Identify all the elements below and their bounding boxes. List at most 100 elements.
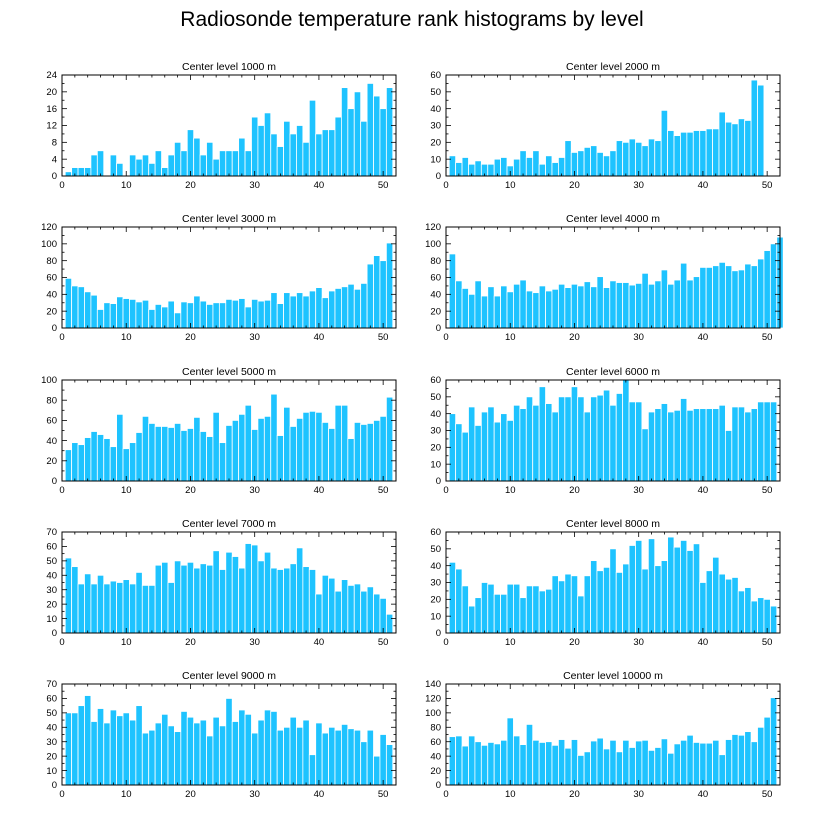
bar — [129, 154, 137, 177]
bar — [635, 141, 643, 177]
bar — [109, 303, 117, 329]
bar — [506, 583, 514, 634]
y-tick-label: 60 — [46, 542, 57, 553]
bar — [525, 585, 534, 634]
bar — [750, 408, 758, 482]
bar — [71, 712, 79, 786]
y-tick-label: 40 — [46, 290, 57, 301]
bar — [692, 742, 701, 786]
y-tick-label: 24 — [46, 70, 57, 81]
bar — [308, 569, 317, 634]
bar — [321, 297, 329, 329]
bar — [225, 698, 233, 786]
bar — [360, 120, 368, 177]
bar — [506, 717, 514, 786]
bar — [289, 133, 297, 177]
bar — [654, 408, 662, 482]
bar — [692, 408, 701, 482]
bar — [596, 394, 604, 482]
bar — [218, 150, 227, 177]
bar — [628, 401, 636, 482]
bar — [750, 600, 758, 634]
bar — [577, 755, 585, 786]
bar — [302, 566, 310, 634]
y-tick-label: 100 — [425, 239, 441, 250]
bar — [725, 121, 733, 177]
x-tick-label: 10 — [505, 180, 516, 191]
x-tick-label: 0 — [59, 485, 64, 496]
y-tick-label: 0 — [436, 171, 441, 182]
bar — [474, 425, 482, 482]
bar — [545, 155, 553, 177]
bar — [251, 544, 259, 634]
bar — [551, 411, 559, 482]
bar — [493, 295, 501, 329]
y-tick-label: 12 — [46, 121, 57, 132]
bar — [628, 545, 636, 634]
bar — [480, 411, 489, 482]
bar — [193, 722, 201, 786]
bar — [373, 593, 381, 634]
bar — [379, 597, 387, 634]
bar — [731, 123, 739, 177]
panel-7: Center level 7000 m 0 10 20 30 40 50 0 10 20 30 40 5… — [46, 518, 397, 648]
y-tick-label: 20 — [430, 595, 441, 606]
bar — [334, 590, 342, 634]
bar — [334, 288, 342, 329]
bar — [718, 261, 726, 329]
bar — [590, 740, 598, 786]
bar — [757, 726, 765, 786]
bar — [506, 291, 514, 329]
bar — [129, 298, 137, 329]
bar — [686, 409, 694, 482]
bar — [673, 743, 681, 786]
bar — [161, 561, 169, 634]
y-tick-label: 20 — [430, 306, 441, 317]
bar — [276, 146, 284, 177]
y-tick-label: 120 — [41, 222, 57, 233]
bar — [564, 573, 572, 634]
bar — [296, 125, 304, 177]
bar — [116, 413, 124, 482]
bar — [103, 438, 111, 482]
bar — [276, 303, 284, 329]
bar — [519, 744, 527, 786]
y-tick-label: 120 — [425, 694, 441, 705]
y-tick-label: 10 — [46, 766, 57, 777]
y-tick-label: 60 — [430, 273, 441, 284]
bar — [270, 567, 278, 634]
bar — [480, 582, 489, 634]
bar — [296, 417, 304, 482]
bar — [513, 404, 521, 482]
bar — [538, 742, 546, 786]
bar — [712, 408, 720, 482]
bar — [660, 109, 668, 177]
bar — [551, 744, 559, 786]
bar — [109, 446, 117, 482]
bar — [64, 171, 73, 177]
bar — [263, 112, 272, 177]
bar — [296, 547, 304, 634]
x-tick-label: 50 — [378, 789, 389, 800]
bar — [699, 130, 707, 177]
bar — [712, 739, 720, 786]
panel-2: Center level 2000 m 0 10 20 30 40 50 0 10 20 30 40 5… — [430, 61, 781, 191]
bar — [167, 300, 175, 329]
bar — [500, 739, 508, 786]
bar — [103, 583, 111, 634]
panel-title: Center level 10000 m — [563, 670, 663, 682]
bar — [680, 131, 688, 177]
bar — [366, 729, 374, 786]
bar — [366, 586, 374, 634]
bar — [705, 742, 713, 786]
bar — [263, 551, 272, 634]
bar — [334, 116, 342, 177]
x-tick-label: 20 — [185, 180, 196, 191]
bar — [731, 406, 739, 482]
y-tick-label: 20 — [46, 456, 57, 467]
panel-5: Center level 5000 m 0 10 20 30 40 50 0 20 40 60 80 1… — [41, 366, 397, 496]
x-tick-label: 40 — [314, 637, 325, 648]
x-tick-label: 30 — [633, 789, 644, 800]
bar — [218, 725, 227, 786]
bar — [238, 137, 246, 177]
